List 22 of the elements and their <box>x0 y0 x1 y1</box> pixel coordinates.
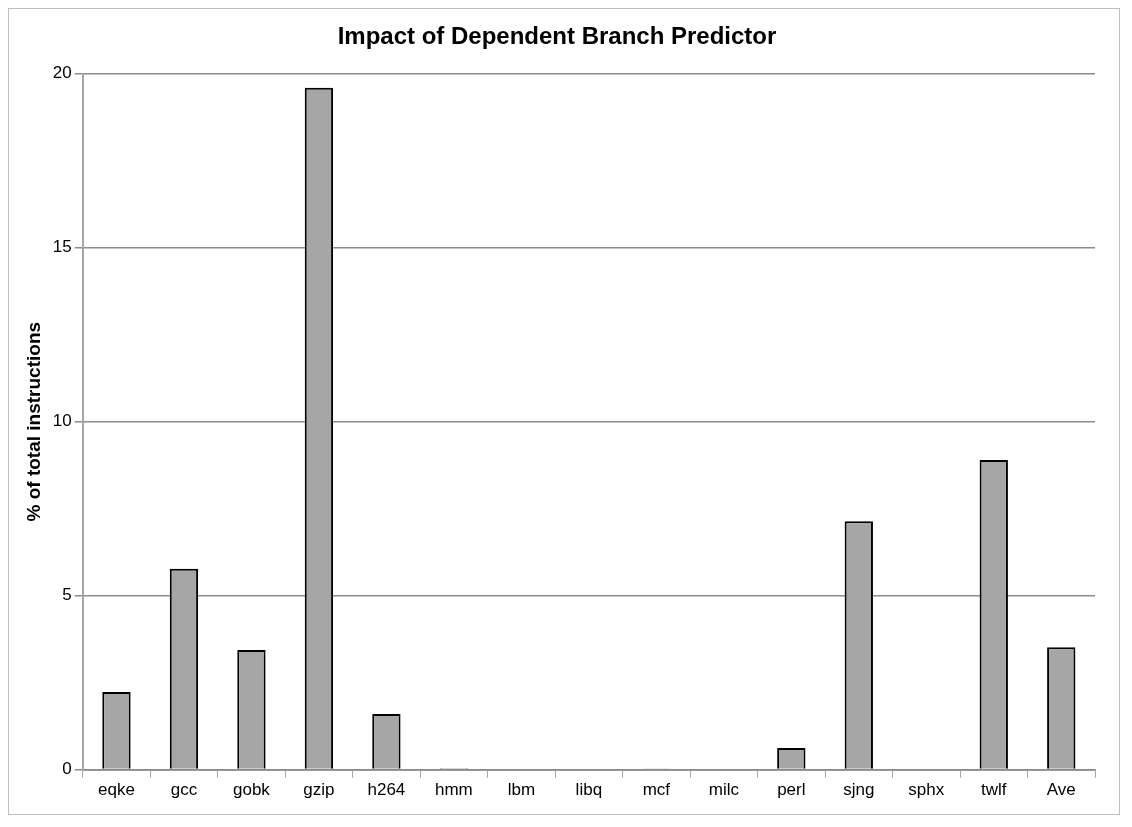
x-tick-label: twlf <box>981 780 1007 800</box>
x-tick-label: gcc <box>170 780 198 800</box>
x-tick-label: milc <box>708 780 740 800</box>
y-tick-label: 20 <box>52 63 72 83</box>
x-tick-label: perl <box>777 780 806 800</box>
x-tick-label: libq <box>575 780 603 800</box>
x-tick-label: Ave <box>1046 780 1076 800</box>
x-tick-label: gzip <box>303 780 335 800</box>
chart-title: Impact of Dependent Branch Predictor <box>337 22 777 50</box>
x-tick-label: sjng <box>843 780 875 800</box>
x-tick-label: h264 <box>367 780 406 800</box>
x-tick-label: mcf <box>642 780 671 800</box>
y-tick-label: 5 <box>62 585 72 605</box>
x-tick-label: gobk <box>232 780 271 800</box>
x-tick-label: sphx <box>908 780 945 800</box>
x-tick-label: hmm <box>434 780 473 800</box>
y-tick-label: 10 <box>52 411 72 431</box>
x-tick-label: lbm <box>507 780 536 800</box>
y-axis-title: % of total instructions <box>22 321 44 522</box>
x-tick-label: eqke <box>98 780 135 800</box>
y-tick-label: 0 <box>62 759 72 779</box>
y-tick-label: 15 <box>52 237 72 257</box>
